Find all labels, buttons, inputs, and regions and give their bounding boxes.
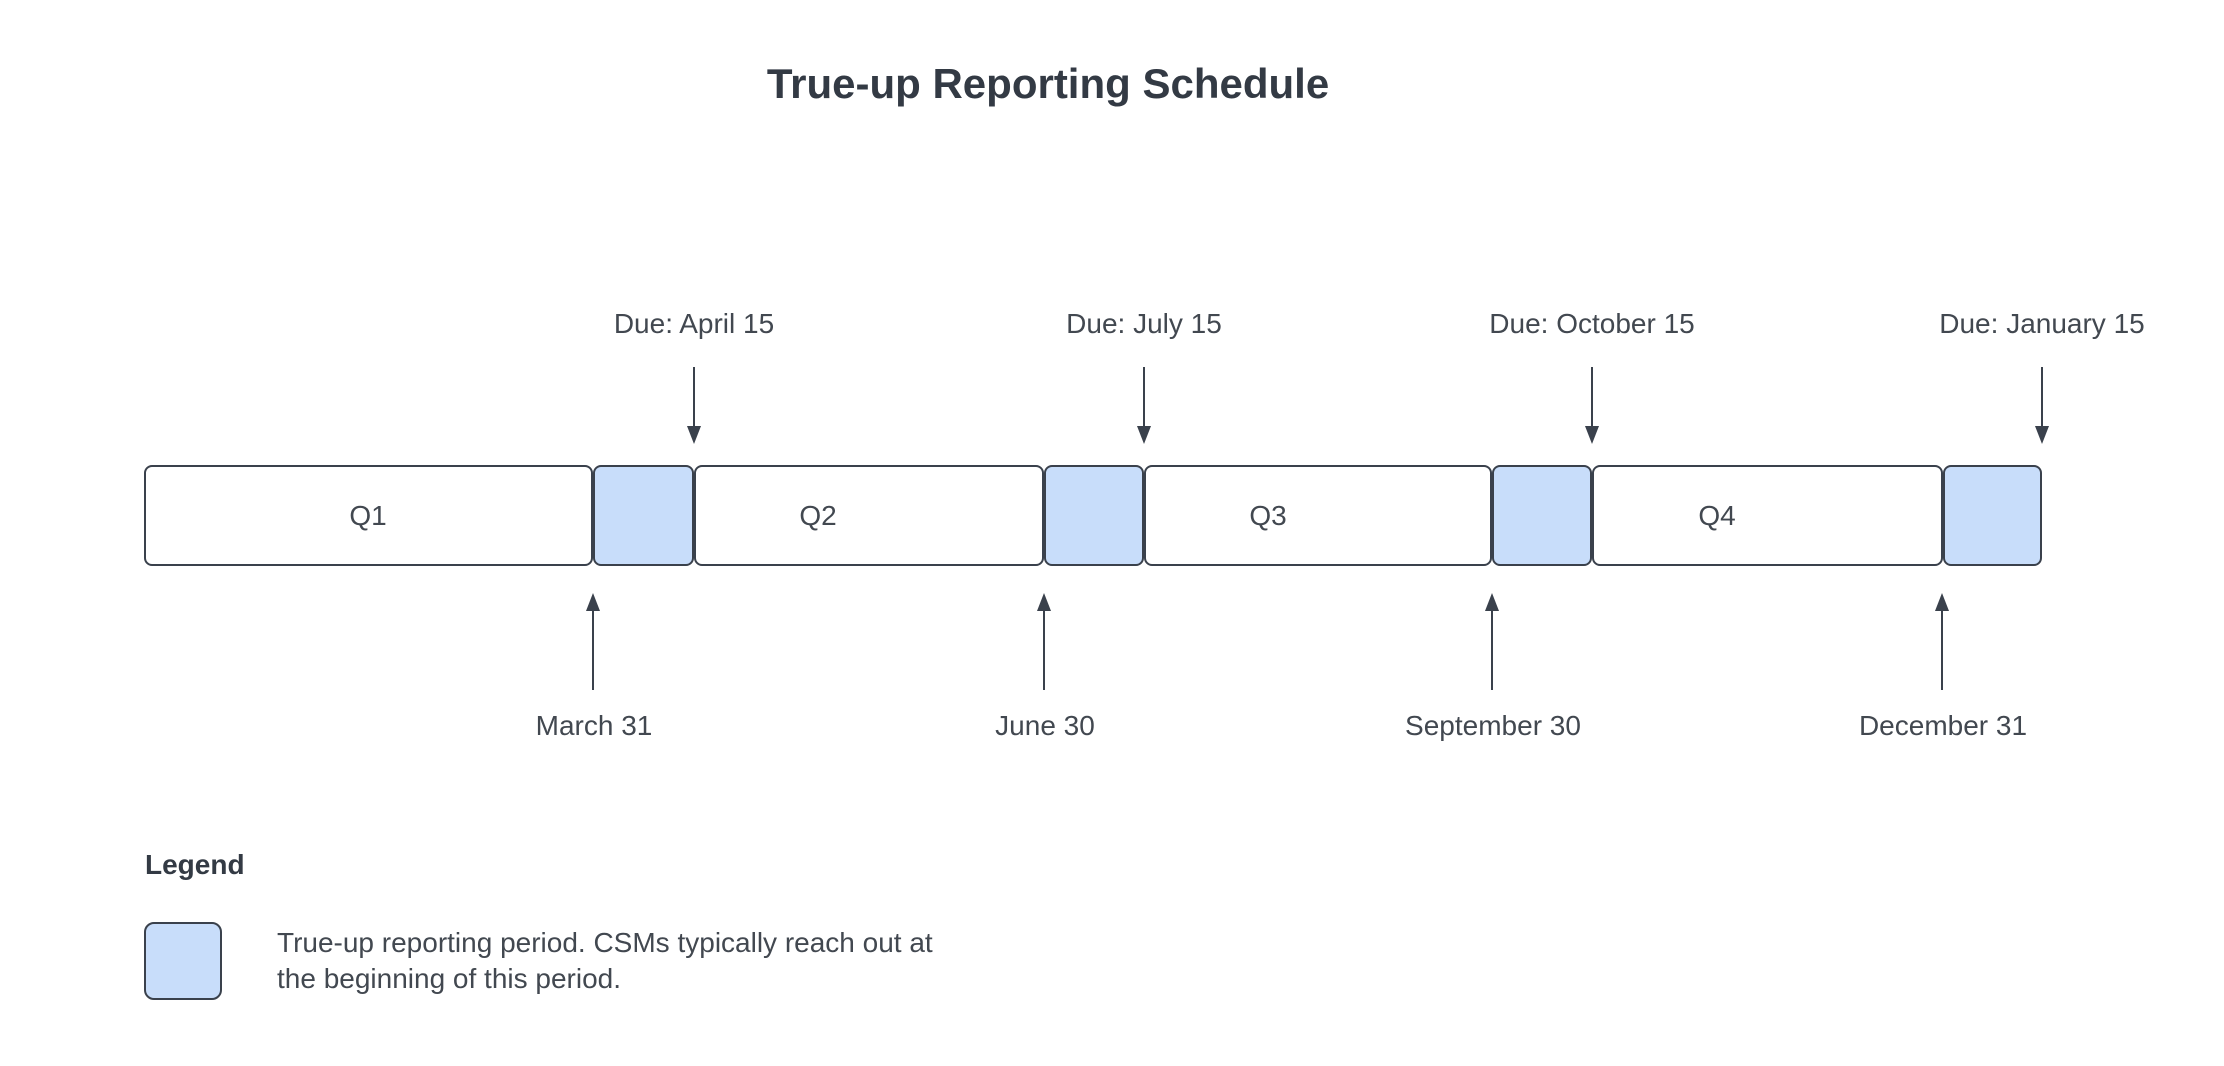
legend-trueup-swatch [144, 922, 222, 1000]
quarter-segment [144, 465, 593, 566]
legend-description-line: the beginning of this period. [277, 963, 622, 994]
quarter-label: Q3 [1249, 499, 1287, 531]
trueup-period-segment [1492, 465, 1592, 566]
quarter-end-arrow-icon [1935, 593, 1949, 690]
quarter-segment [694, 465, 1044, 566]
quarter-label: Q1 [349, 499, 387, 531]
trueup-period-segment [1943, 465, 2042, 566]
quarter-segment [1144, 465, 1492, 566]
quarter-end-arrow-icon [586, 593, 600, 690]
quarter-segment [1592, 465, 1943, 566]
legend-description-line: True-up reporting period. CSMs typically… [277, 927, 933, 958]
due-date-label: Due: April 15 [613, 308, 775, 339]
diagram-title: True-up Reporting Schedule [766, 60, 1330, 107]
quarter-end-arrow-icon [1037, 593, 1051, 690]
due-date-label: Due: October 15 [1489, 308, 1695, 339]
quarter-end-date-label: March 31 [535, 710, 653, 741]
legend-title: Legend [145, 849, 245, 880]
legend-description: True-up reporting period. CSMs typically… [277, 925, 933, 997]
due-arrow-icon [687, 367, 701, 444]
due-date-label: Due: January 15 [1939, 308, 2145, 339]
quarter-end-date-label: September 30 [1405, 710, 1581, 741]
quarter-end-arrow-icon [1485, 593, 1499, 690]
due-date-label: Due: July 15 [1066, 308, 1222, 339]
due-arrow-icon [2035, 367, 2049, 444]
trueup-period-segment [593, 465, 694, 566]
quarter-label: Q4 [1698, 499, 1736, 531]
quarter-end-date-label: June 30 [995, 710, 1095, 741]
quarter-label: Q2 [799, 499, 837, 531]
quarter-end-date-label: December 31 [1858, 710, 2028, 741]
trueup-period-segment [1044, 465, 1144, 566]
due-arrow-icon [1137, 367, 1151, 444]
due-arrow-icon [1585, 367, 1599, 444]
